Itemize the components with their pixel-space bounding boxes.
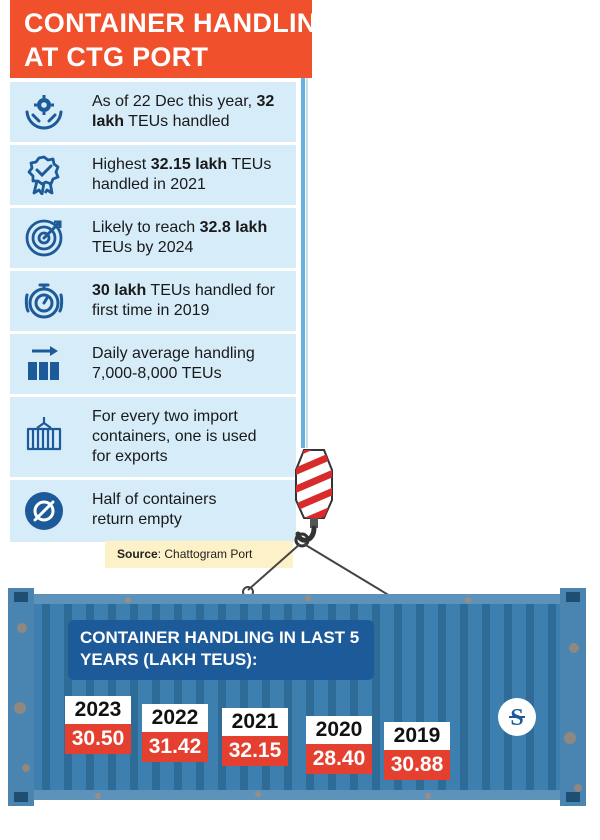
year-label: 2019 [384,722,450,750]
fact-item: Daily average handling 7,000-8,000 TEUs [10,334,296,397]
fact-text: Half of containers return empty [92,491,217,528]
value-label: 32.15 [222,736,288,766]
year-label: 2022 [142,704,208,732]
fact-text: Highest 32.15 lakh TEUs handled in 2021 [92,156,272,193]
fact-item: For every two import containers, one is … [10,397,296,480]
fact-item: Highest 32.15 lakh TEUs handled in 2021 [10,145,296,208]
chart-panel-title: CONTAINER HANDLING IN LAST 5 YEARS (LAKH… [68,620,374,680]
fact-text: As of 22 Dec this year, 32 lakh TEUs han… [92,93,275,130]
fact-item: As of 22 Dec this year, 32 lakh TEUs han… [10,82,296,145]
value-label: 28.40 [306,744,372,774]
value-label: 30.88 [384,750,450,780]
panel-title-line-2: YEARS (LAKH TEUS): [80,650,258,669]
fact-item: Likely to reach 32.8 lakh TEUs by 2024 [10,208,296,271]
year-label: 2021 [222,708,288,736]
value-label: 30.50 [65,724,131,754]
fact-text: Likely to reach 32.8 lakh TEUs by 2024 [92,219,268,256]
brand-logo: S [498,698,536,736]
target-icon [25,219,63,257]
value-label: 31.42 [142,732,208,762]
fact-text: Daily average handling 7,000-8,000 TEUs [92,345,255,382]
crane-rope-highlight [306,78,308,448]
panel-title-line-1: CONTAINER HANDLING IN LAST 5 [80,628,360,647]
stopwatch-icon [24,283,64,319]
fact-text: 30 lakh TEUs handled for first time in 2… [92,282,275,319]
source-note: Source: Chattogram Port [105,541,293,568]
year-label: 2020 [306,716,372,744]
bar-arrow-icon [28,346,59,380]
facts-list: As of 22 Dec this year, 32 lakh TEUs han… [10,82,296,542]
year-label: 2023 [65,696,131,724]
crane-rope [301,78,305,448]
award-ribbon-icon [27,155,60,195]
fact-item: 30 lakh TEUs handled for first time in 2… [10,271,296,334]
empty-set-icon [25,492,63,530]
title-line-1: CONTAINER HANDLING [24,8,338,38]
cargo-container-icon [26,417,62,451]
title-line-2: AT CTG PORT [24,42,209,72]
fact-item: Half of containers return empty [10,480,296,542]
fact-text: For every two import containers, one is … [92,408,257,465]
title-banner: CONTAINER HANDLING AT CTG PORT [10,0,338,78]
hands-holding-gear-icon [25,95,63,130]
